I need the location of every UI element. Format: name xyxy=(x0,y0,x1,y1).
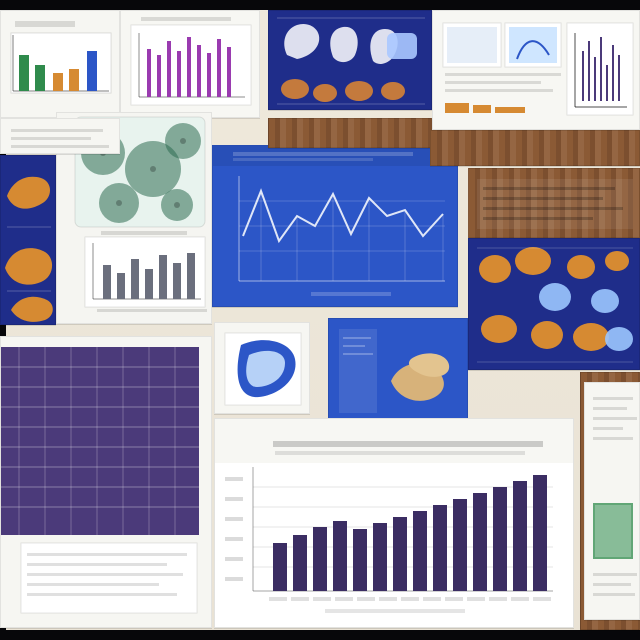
specimens-icon xyxy=(215,323,309,413)
panel-wood-label xyxy=(468,168,640,238)
panel-top-specimens xyxy=(268,10,432,110)
panel-top-left-chart xyxy=(0,10,120,118)
panel-right-lower-paper xyxy=(584,382,640,620)
top-border xyxy=(0,0,640,10)
table-pattern-icon xyxy=(477,179,633,229)
specimens-icon xyxy=(1,156,55,324)
panel-microscopy-and-bars xyxy=(56,112,212,324)
bar xyxy=(147,49,151,97)
bar xyxy=(167,41,171,97)
panel-small-blue-specimen xyxy=(214,322,310,414)
collage-icon xyxy=(433,11,639,129)
panel-right-shells xyxy=(468,238,640,370)
specimens-icon xyxy=(269,11,431,109)
bar-chart-icon xyxy=(215,419,573,627)
table-pattern-icon xyxy=(1,337,211,627)
panel-left-shells xyxy=(0,155,56,325)
panel-main-bar-chart xyxy=(214,418,574,628)
bottom-border xyxy=(0,630,640,640)
bar xyxy=(177,51,181,97)
bar xyxy=(69,69,79,91)
panel-top-right-wood xyxy=(430,130,640,166)
collage-icon xyxy=(585,383,639,619)
specimens-icon xyxy=(469,239,639,369)
bar xyxy=(187,37,191,97)
line-chart-icon xyxy=(213,146,457,306)
bar xyxy=(217,39,221,97)
bar xyxy=(207,53,211,97)
panel-top-mid-wood xyxy=(268,118,432,148)
bar xyxy=(53,73,63,91)
bar xyxy=(227,47,231,97)
panel-left-lower-table xyxy=(0,336,212,628)
bar xyxy=(197,45,201,97)
panel-center-line-chart xyxy=(212,145,458,307)
panel-small-bone xyxy=(328,318,468,422)
panel-top-right-figures xyxy=(432,10,640,130)
bar xyxy=(19,55,29,91)
bar xyxy=(87,51,97,91)
panel-top-magenta-bars xyxy=(120,10,260,118)
bar xyxy=(35,65,45,91)
bar-chart-icon xyxy=(121,11,259,117)
specimens-icon xyxy=(329,319,467,421)
panel-top-left-strip xyxy=(0,118,120,154)
bar-chart-icon xyxy=(1,11,119,117)
table-pattern-icon xyxy=(1,119,119,153)
bar xyxy=(157,55,161,97)
